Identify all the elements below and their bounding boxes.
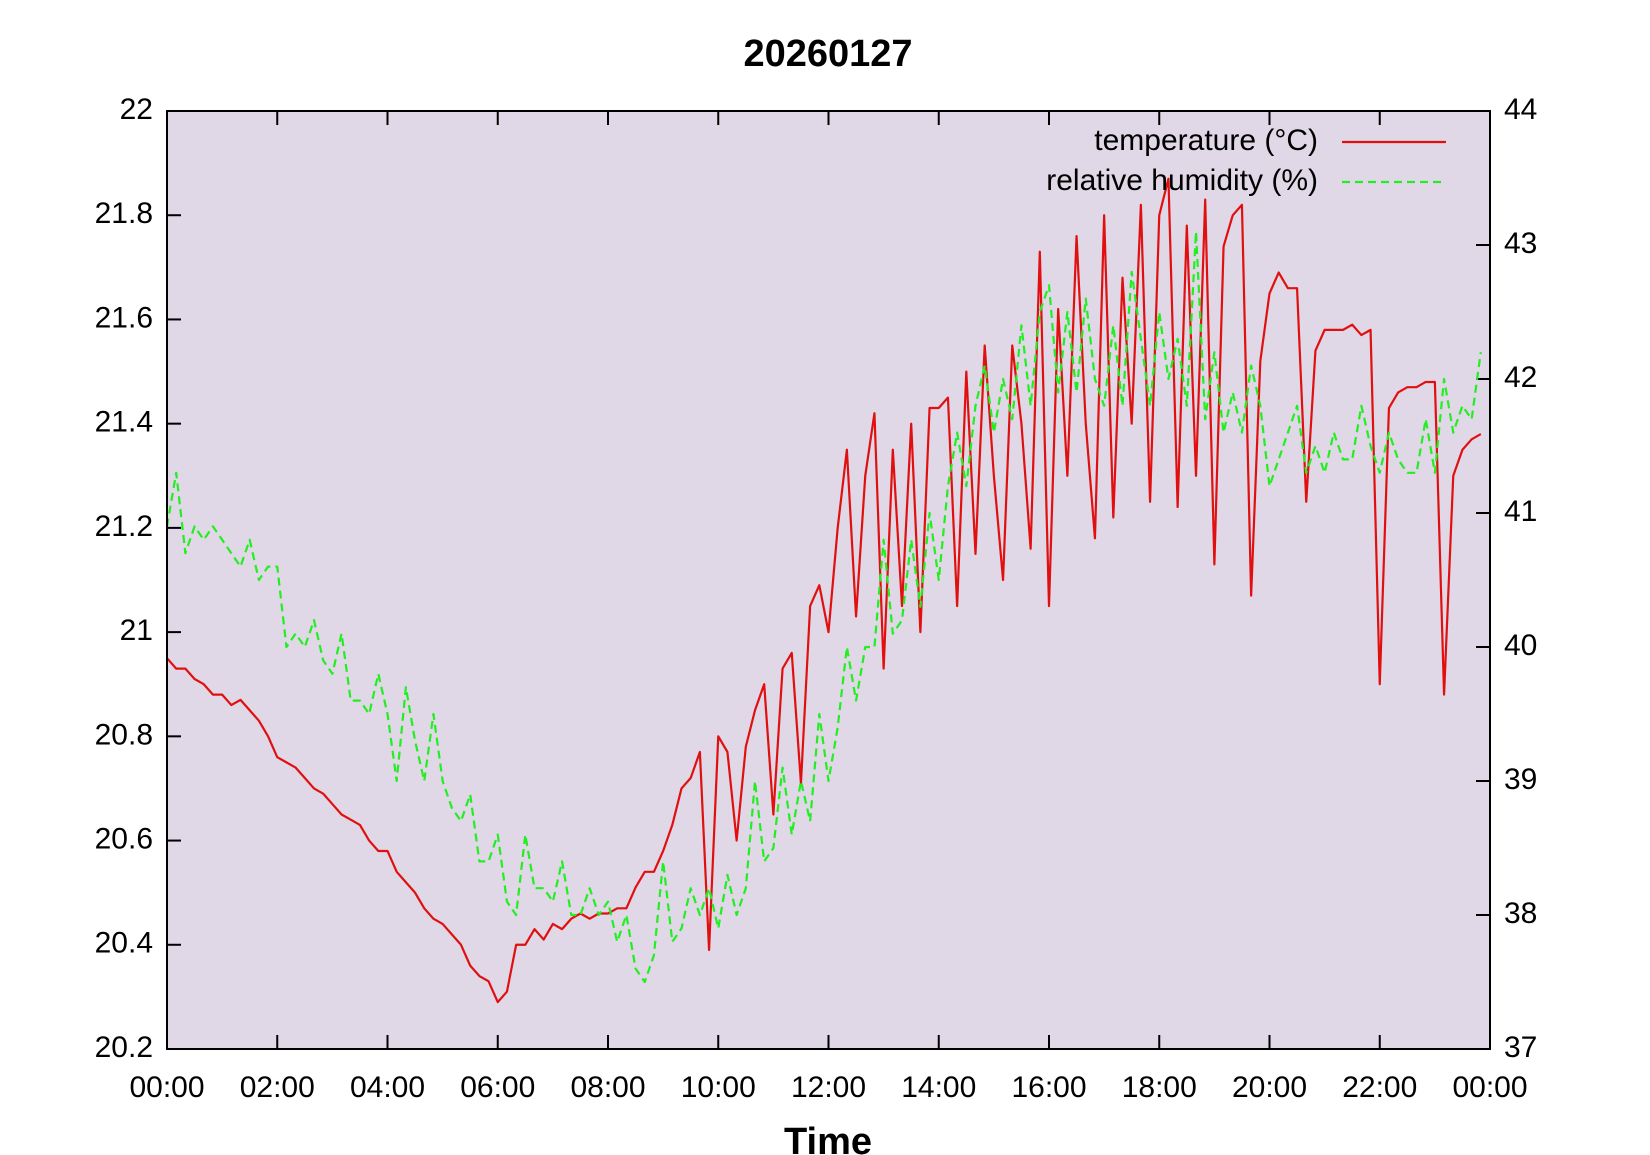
x-tick-label: 08:00 bbox=[570, 1071, 645, 1104]
y-tick-label: 20.4 bbox=[95, 927, 153, 960]
y2-tick-label: 44 bbox=[1504, 93, 1537, 126]
x-tick-label: 06:00 bbox=[460, 1071, 535, 1104]
y2-tick-label: 42 bbox=[1504, 361, 1537, 394]
y2-tick-label: 40 bbox=[1504, 629, 1537, 662]
plot-frame bbox=[166, 110, 1491, 1050]
x-axis-label: Time bbox=[784, 1121, 872, 1155]
x-tick-label: 00:00 bbox=[1452, 1071, 1527, 1104]
x-tick-label: 00:00 bbox=[129, 1071, 204, 1104]
x-tick-label: 20:00 bbox=[1232, 1071, 1307, 1104]
x-tick-label: 12:00 bbox=[791, 1071, 866, 1104]
y2-tick-label: 37 bbox=[1504, 1031, 1537, 1064]
data-line bbox=[165, 230, 1482, 984]
x-tick-label: 18:00 bbox=[1122, 1071, 1197, 1104]
x-tick-label: 10:00 bbox=[681, 1071, 756, 1104]
x-tick-label: 14:00 bbox=[901, 1071, 976, 1104]
x-tick-label: 04:00 bbox=[350, 1071, 425, 1104]
x-tick-label: 16:00 bbox=[1011, 1071, 1086, 1104]
y-tick-label: 22 bbox=[120, 93, 153, 126]
y2-tick-label: 41 bbox=[1504, 495, 1537, 528]
y-tick-label: 21 bbox=[120, 614, 153, 647]
y-tick-label: 21.8 bbox=[95, 197, 153, 230]
legend-label: relative humidity (%) bbox=[1046, 164, 1318, 197]
plot-background bbox=[167, 111, 1490, 1049]
legend-label: temperature (°C) bbox=[1094, 124, 1318, 157]
data-line bbox=[166, 177, 1482, 1004]
y2-tick-label: 38 bbox=[1504, 897, 1537, 930]
y-tick-label: 21.2 bbox=[95, 510, 153, 543]
y-tick-label: 20.6 bbox=[95, 822, 153, 855]
y2-tick-label: 43 bbox=[1504, 227, 1537, 260]
x-tick-label: 22:00 bbox=[1342, 1071, 1417, 1104]
y-tick-label: 20.2 bbox=[95, 1031, 153, 1064]
y2-tick-label: 39 bbox=[1504, 763, 1537, 796]
x-tick-label: 02:00 bbox=[240, 1071, 315, 1104]
y-tick-label: 21.6 bbox=[95, 301, 153, 334]
chart-title: 20260127 bbox=[743, 33, 912, 75]
y-tick-label: 20.8 bbox=[95, 718, 153, 751]
y-tick-label: 21.4 bbox=[95, 406, 153, 439]
